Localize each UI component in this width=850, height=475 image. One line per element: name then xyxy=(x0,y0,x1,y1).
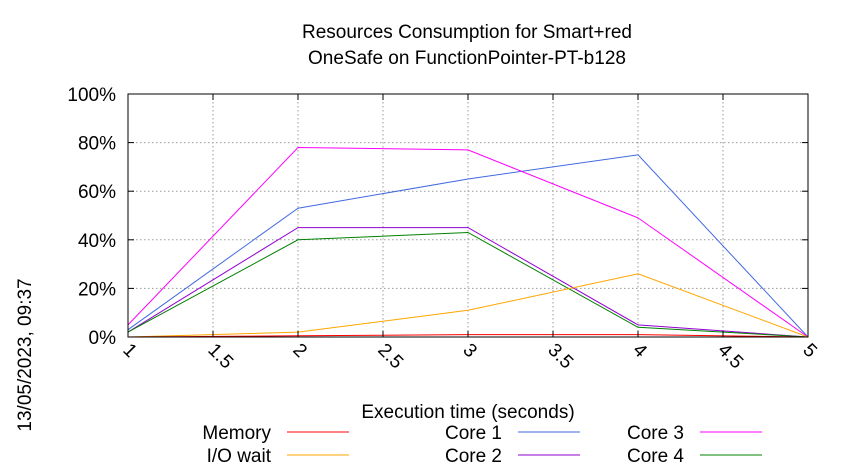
x-tick-label: 1 xyxy=(118,340,140,362)
x-tick-label: 3 xyxy=(458,340,480,362)
x-tick-label: 3.5 xyxy=(543,340,577,374)
y-tick-label: 80% xyxy=(78,134,116,155)
y-tick-label: 40% xyxy=(78,231,116,252)
x-tick-label: 4.5 xyxy=(713,340,747,374)
chart-title-line-1: Resources Consumption for Smart+red xyxy=(302,22,632,43)
legend-label: Core 4 xyxy=(627,446,684,467)
y-tick-label: 100% xyxy=(67,85,116,106)
legend-label: Core 3 xyxy=(627,423,684,444)
x-tick-label: 2.5 xyxy=(373,340,407,374)
x-tick-label: 5 xyxy=(798,340,820,362)
x-tick-label: 4 xyxy=(628,340,651,363)
series-line-core-1 xyxy=(127,154,809,338)
series-line-core-4 xyxy=(127,231,809,338)
chart-title: Resources Consumption for Smart+red OneS… xyxy=(302,22,632,69)
y-axis: 0% 20% 40% 60% 80% 100% xyxy=(67,85,808,349)
series-line-core-3 xyxy=(127,146,809,338)
x-axis-label: Execution time (seconds) xyxy=(361,402,574,423)
chart-title-line-2: OneSafe on FunctionPointer-PT-b128 xyxy=(308,48,626,69)
timestamp-label: 13/05/2023, 09:37 xyxy=(15,278,36,431)
series-line-i-o-wait xyxy=(127,273,809,338)
y-tick-label: 20% xyxy=(78,279,116,300)
y-tick-label: 0% xyxy=(89,328,117,349)
x-tick-label: 2 xyxy=(288,340,310,362)
legend-label: I/O wait xyxy=(207,446,272,467)
legend-label: Core 1 xyxy=(445,423,502,444)
series-line-core-2 xyxy=(127,227,809,338)
grid xyxy=(128,94,808,337)
legend-label: Core 2 xyxy=(445,446,502,467)
y-tick-label: 60% xyxy=(78,182,116,203)
x-tick-label: 1.5 xyxy=(203,340,237,374)
legend-label: Memory xyxy=(202,423,271,444)
